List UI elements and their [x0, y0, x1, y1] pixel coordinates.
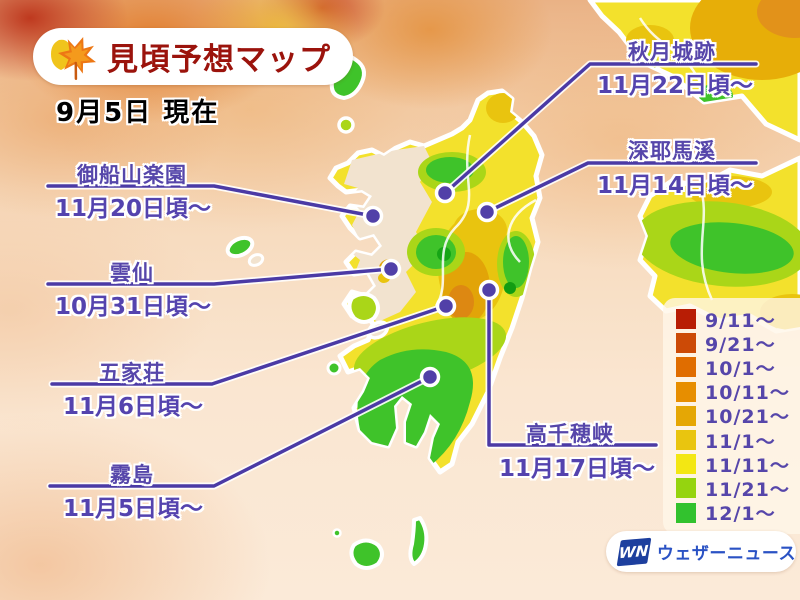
- legend-swatch: [676, 502, 696, 523]
- leader-line-akizuki: [443, 62, 758, 195]
- wn-logo-icon: WN: [616, 537, 652, 566]
- location-date-akizuki: 11月22日頃～: [596, 73, 753, 99]
- weathernews-logo: WN ウェザーニュース: [606, 531, 796, 572]
- legend-swatch: [676, 430, 696, 451]
- title-banner: 見頃予想マップ: [33, 28, 353, 85]
- island-goto: [225, 235, 265, 267]
- leader-line-takachiho: [487, 288, 658, 447]
- wn-logo-letters: WN: [618, 541, 650, 562]
- location-date-unzen: 10月31日頃～: [54, 294, 211, 320]
- legend-label: 10/21～: [705, 406, 790, 429]
- leader-line-gokanosho: [50, 304, 448, 386]
- legend-swatch: [676, 478, 696, 499]
- weathernews-wordmark: ウェザーニュース: [656, 544, 796, 564]
- legend: 9/11～ 9/21～ 10/1～ 10/11～ 10/21～ 11/1～ 11…: [663, 298, 800, 534]
- location-date-shinyabakei: 11月14日頃～: [596, 173, 753, 199]
- maple-leaf-icon: [58, 36, 97, 80]
- page-title: 見頃予想マップ: [107, 42, 331, 78]
- legend-swatch: [676, 381, 696, 402]
- map-marker-akizuki: [434, 182, 456, 204]
- map-marker-gokanosho: [435, 295, 457, 317]
- island-iki: [337, 116, 355, 134]
- location-date-takachiho: 11月17日頃～: [498, 456, 655, 482]
- landmass-shikoku: [637, 155, 800, 334]
- map-marker-kirishima: [419, 366, 441, 388]
- location-name-gokanosho: 五家荘: [99, 361, 165, 385]
- location-name-takachiho: 高千穂峡: [526, 422, 614, 446]
- legend-swatch: [676, 357, 696, 378]
- location-date-gokanosho: 11月6日頃～: [62, 394, 203, 420]
- legend-label: 12/1～: [705, 503, 776, 526]
- legend-item: 10/11～: [676, 380, 800, 404]
- landmass-honshu: [587, 0, 800, 143]
- legend-label: 11/11～: [705, 454, 790, 477]
- island-speck: [332, 528, 342, 538]
- leader-line-kirishima: [48, 375, 432, 488]
- location-name-akizuki: 秋月城跡: [628, 40, 716, 64]
- location-name-mifuneyama: 御船山楽園: [77, 163, 187, 187]
- autumn-leaves-icon: [51, 36, 97, 80]
- island-koshikijima: [326, 360, 342, 376]
- legend-item: 11/21～: [676, 476, 800, 501]
- map-marker-takachiho: [478, 279, 500, 301]
- leader-line-mifuneyama: [46, 184, 375, 218]
- legend-label: 9/11～: [705, 309, 776, 332]
- legend-label: 9/21～: [705, 333, 776, 356]
- legend-swatch: [676, 309, 696, 330]
- legend-label: 10/1～: [705, 357, 776, 380]
- location-name-unzen: 雲仙: [110, 261, 154, 285]
- map-marker-unzen: [380, 258, 402, 280]
- legend-label: 10/11～: [705, 382, 790, 405]
- legend-swatch: [676, 405, 696, 426]
- legend-label: 11/1～: [705, 430, 776, 453]
- legend-item: 10/1～: [676, 355, 800, 380]
- island-tanegashima: [408, 516, 429, 566]
- map-marker-shinyabakei: [476, 201, 498, 223]
- as-of-date: 9月5日 現在: [56, 98, 220, 128]
- legend-swatch: [676, 454, 696, 475]
- legend-item: 9/21～: [676, 331, 800, 356]
- legend-item: 12/1～: [676, 501, 800, 525]
- legend-item: 11/1～: [676, 428, 800, 453]
- location-date-kirishima: 11月5日頃～: [62, 496, 203, 522]
- island-yakushima: [349, 538, 384, 570]
- legend-swatch: [676, 333, 696, 354]
- legend-item: 10/21～: [676, 404, 800, 428]
- legend-item: 11/11～: [676, 452, 800, 477]
- leader-line-shinyabakei: [485, 161, 758, 214]
- location-date-mifuneyama: 11月20日頃～: [54, 196, 211, 222]
- location-name-shinyabakei: 深耶馬溪: [628, 139, 716, 163]
- location-name-kirishima: 霧島: [110, 463, 154, 487]
- legend-item: 9/11～: [676, 307, 800, 332]
- legend-label: 11/21～: [705, 478, 790, 501]
- map-marker-mifuneyama: [362, 205, 384, 227]
- leader-line-unzen: [46, 267, 393, 286]
